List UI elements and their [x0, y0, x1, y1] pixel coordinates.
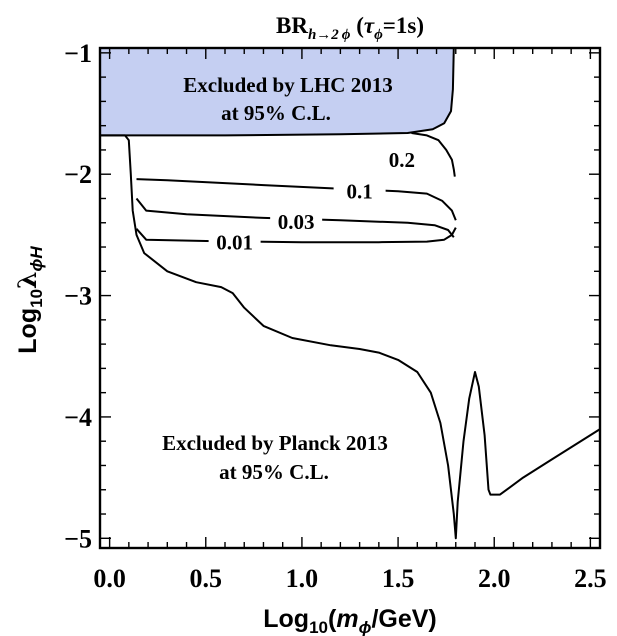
contour-line-0.03: [135, 197, 455, 238]
lhc-label-line1: Excluded by LHC 2013: [183, 73, 392, 97]
planck-label-line2: at 95% C.L.: [219, 460, 329, 484]
y-axis-title: Log10λϕH: [13, 246, 46, 354]
contour-line-0.01: [135, 227, 457, 244]
y-tick-label: −2: [64, 160, 92, 189]
lhc-excluded-region: [100, 48, 454, 136]
contour-label-0.03: 0.03: [278, 210, 315, 234]
x-tick-label: 0.0: [93, 564, 126, 593]
contour-label-0.1: 0.1: [346, 179, 372, 203]
y-tick-label: −1: [64, 39, 92, 68]
x-tick-label: 1.0: [286, 564, 319, 593]
contour-line-0.2: [411, 132, 456, 177]
y-tick-label: −4: [64, 403, 92, 432]
lhc-label-line2: at 95% C.L.: [221, 101, 331, 125]
contour-label-bg: [208, 232, 261, 255]
y-tick-label: −5: [64, 524, 92, 553]
x-tick-label: 1.5: [382, 564, 415, 593]
contour-label-bg: [375, 149, 428, 172]
lhc-boundary-line: [100, 47, 455, 137]
contour-label-bg: [270, 211, 323, 234]
x-tick-label: 2.0: [478, 564, 511, 593]
contour-line-0.1: [136, 178, 457, 221]
x-tick-label: 0.5: [190, 564, 223, 593]
x-tick-label: 2.5: [574, 564, 607, 593]
chart-title: BRh→2 ϕ (τϕ=1s): [276, 13, 424, 43]
y-tick-label: −3: [64, 282, 92, 311]
x-axis-title: Log10(mϕ/GeV): [263, 605, 436, 636]
planck-boundary-line: [100, 134, 601, 540]
contour-label-0.01: 0.01: [216, 230, 253, 254]
plot-frame: [98, 46, 602, 550]
planck-label-line1: Excluded by Planck 2013: [162, 431, 388, 455]
contour-label-bg: [333, 181, 386, 204]
contour-label-0.2: 0.2: [389, 148, 415, 172]
